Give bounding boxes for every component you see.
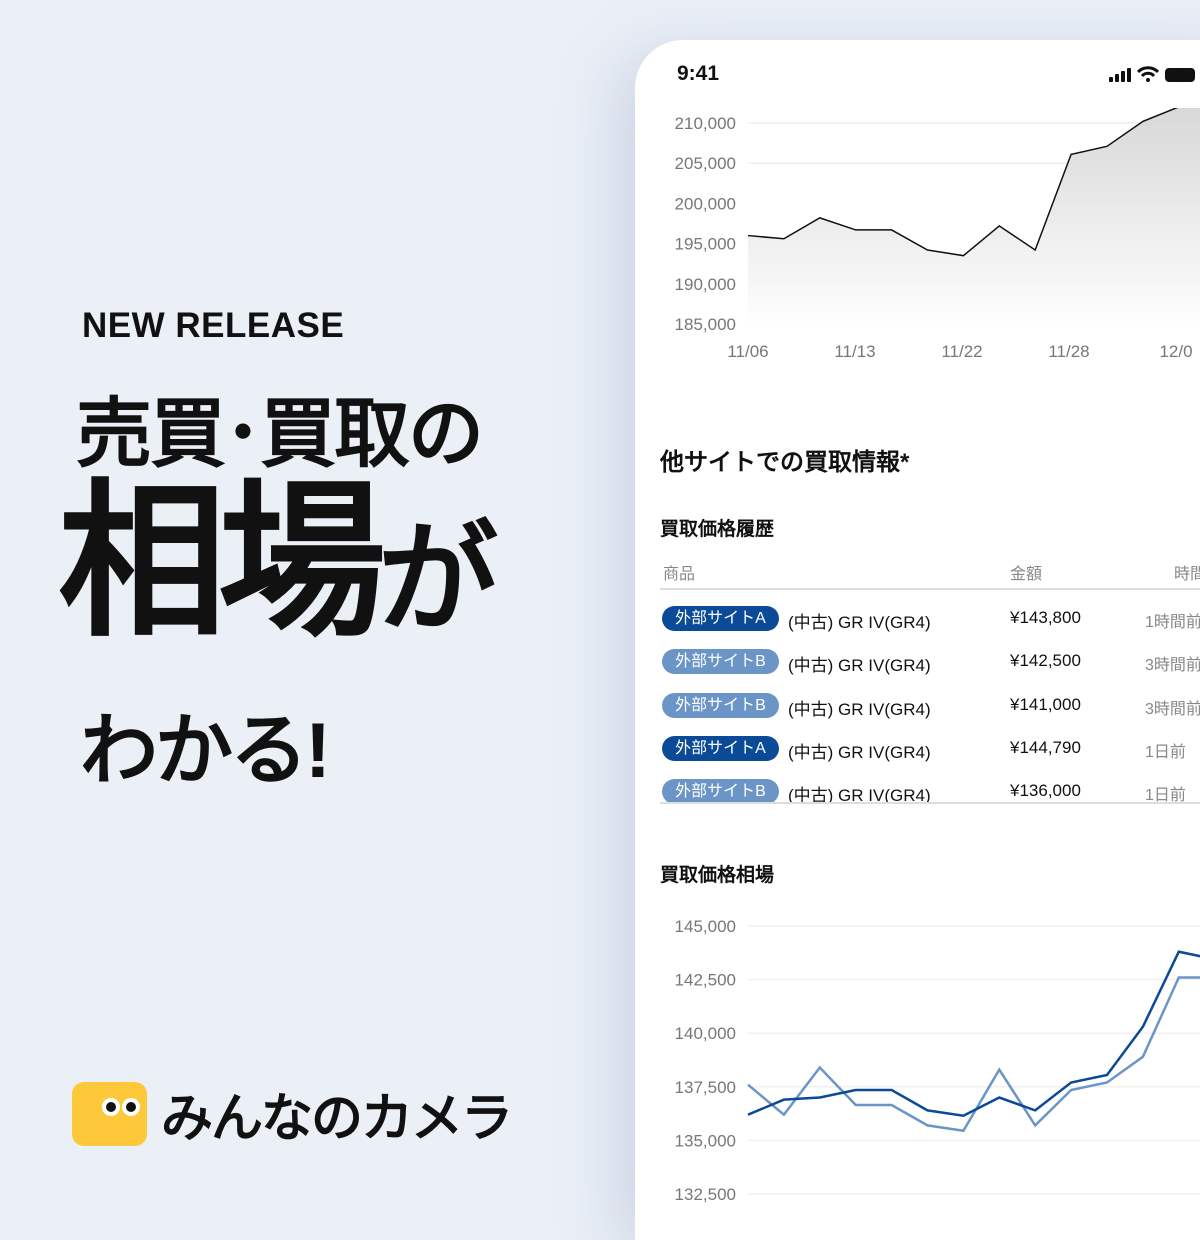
headline-line-2: 相場が	[58, 478, 490, 646]
market-price-chart: 145,000 142,500 140,000 137,500 135,000 132,5…	[675, 917, 1200, 1204]
promo-panel: NEW RELEASE 売買･買取の 相場が わかる! みんなのカメラ	[0, 0, 620, 1200]
y-tick-label: 185,000	[675, 315, 736, 334]
table-row[interactable]: 外部サイトA (中古) GR IV(GR4) ¥143,800 1時間前	[662, 606, 1200, 632]
product-name: (中古) GR IV(GR4)	[788, 608, 931, 633]
area-fill	[748, 107, 1200, 330]
y-tick-label: 135,000	[675, 1131, 736, 1150]
time-ago: 3時間前	[1145, 651, 1200, 675]
market-title: 買取価格相場	[660, 860, 774, 887]
status-icons	[1109, 66, 1195, 82]
time-ago: 3時間前	[1145, 695, 1200, 719]
series-line-2	[748, 977, 1200, 1130]
site-badge: 外部サイトA	[662, 736, 779, 761]
header-product: 商品	[663, 560, 695, 584]
headline-line-1: 売買･買取の	[76, 372, 482, 482]
y-tick-label: 210,000	[675, 114, 736, 133]
price: ¥142,500	[1010, 651, 1081, 671]
y-tick-label: 190,000	[675, 275, 736, 294]
history-table: 外部サイトA (中古) GR IV(GR4) ¥143,800 1時間前外部サイ…	[635, 600, 1200, 802]
product-name: (中古) GR IV(GR4)	[788, 781, 931, 802]
headline-main: 相場	[58, 468, 378, 656]
tagline: NEW RELEASE	[82, 306, 344, 346]
price-history-chart	[748, 107, 1200, 330]
site-badge: 外部サイトB	[662, 779, 779, 802]
time-ago: 1日前	[1145, 781, 1186, 802]
wifi-icon	[1137, 66, 1159, 82]
site-badge: 外部サイトB	[662, 649, 779, 674]
price: ¥141,000	[1010, 695, 1081, 715]
table-row[interactable]: 外部サイトB (中古) GR IV(GR4) ¥142,500 3時間前	[662, 649, 1200, 675]
brand-logo: みんなのカメラ	[72, 1076, 511, 1151]
product-name: (中古) GR IV(GR4)	[788, 738, 931, 763]
price: ¥143,800	[1010, 608, 1081, 628]
site-badge: 外部サイトB	[662, 693, 779, 718]
price: ¥144,790	[1010, 738, 1081, 758]
header-price: 金額	[1010, 560, 1042, 584]
time-ago: 1時間前	[1145, 608, 1200, 632]
site-badge: 外部サイトA	[662, 606, 779, 631]
x-tick-label: 11/22	[941, 342, 982, 361]
product-name: (中古) GR IV(GR4)	[788, 651, 931, 676]
table-header: 商品 金額 時間	[660, 558, 1200, 590]
y-tick-label: 145,000	[675, 917, 736, 936]
header-time: 時間	[1174, 560, 1200, 584]
table-row[interactable]: 外部サイトA (中古) GR IV(GR4) ¥144,790 1日前	[662, 736, 1200, 762]
battery-icon	[1165, 68, 1195, 82]
y-tick-label: 205,000	[675, 154, 736, 173]
y-tick-label: 142,500	[675, 971, 736, 990]
section-title: 他サイトでの買取情報*	[660, 442, 909, 477]
y-tick-label: 140,000	[675, 1024, 736, 1043]
eyes-logo-icon	[72, 1082, 147, 1146]
status-time: 9:41	[677, 62, 719, 86]
brand-name: みんなのカメラ	[161, 1076, 511, 1151]
signal-icon	[1109, 68, 1131, 82]
y-tick-label: 195,000	[675, 235, 736, 254]
y-tick-label: 132,500	[675, 1185, 736, 1204]
table-row[interactable]: 外部サイトB (中古) GR IV(GR4) ¥141,000 3時間前	[662, 693, 1200, 719]
price: ¥136,000	[1010, 781, 1081, 801]
y-tick-label: 137,500	[675, 1078, 736, 1097]
y-tick-label: 200,000	[675, 194, 736, 213]
time-ago: 1日前	[1145, 738, 1186, 762]
x-tick-label: 12/0	[1159, 342, 1192, 361]
product-name: (中古) GR IV(GR4)	[788, 695, 931, 720]
headline-line-3: わかる!	[80, 688, 328, 800]
x-tick-label: 11/13	[834, 342, 875, 361]
history-title: 買取価格履歴	[660, 514, 774, 541]
table-row[interactable]: 外部サイトB (中古) GR IV(GR4) ¥136,000 1日前	[662, 779, 1200, 802]
phone-screen: 210,000 205,000 200,000 195,000 190,000 185,0…	[635, 40, 1200, 1240]
x-tick-label: 11/28	[1048, 342, 1089, 361]
x-tick-label: 11/06	[727, 342, 768, 361]
table-divider	[660, 802, 1200, 804]
headline-particle: が	[378, 512, 490, 646]
